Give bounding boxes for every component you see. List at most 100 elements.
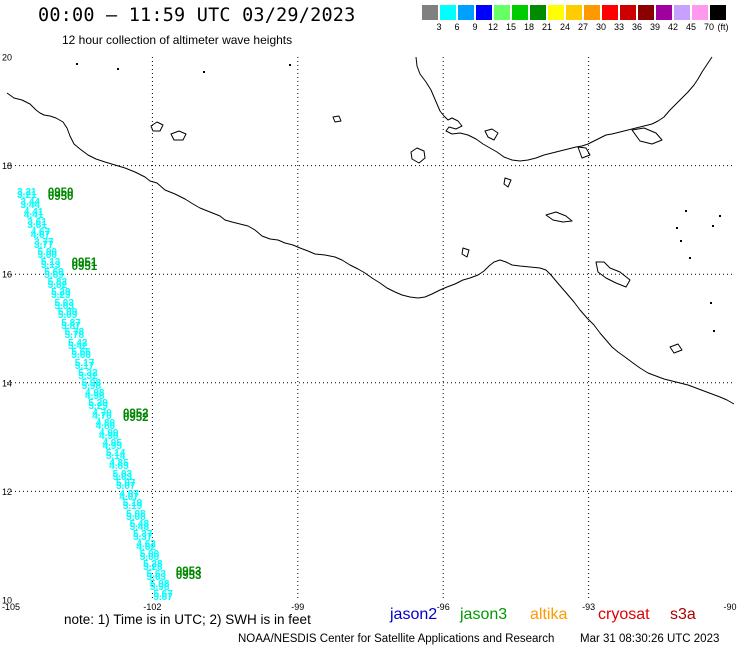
color-scale-label: 30 bbox=[595, 22, 607, 32]
swh-value-label: 5.48 bbox=[129, 518, 150, 530]
swh-value-label: 5.28 bbox=[143, 558, 163, 570]
satellite-jason3-label: jason3 bbox=[460, 606, 508, 623]
color-scale-box bbox=[638, 5, 654, 20]
color-scale-unit: (ft) bbox=[717, 22, 729, 32]
swh-value-label: 5.87 bbox=[61, 317, 81, 329]
longitude-tick-label: -93 bbox=[582, 602, 595, 612]
color-scale-box bbox=[530, 5, 546, 20]
lake-outline bbox=[461, 247, 470, 258]
island-outline bbox=[410, 147, 426, 164]
swh-value-label: 4.85 bbox=[109, 458, 129, 470]
graticule-grid bbox=[7, 57, 734, 600]
latitude-tick-label: 18 bbox=[2, 161, 12, 171]
color-scale-label: 42 bbox=[667, 22, 679, 32]
swh-value-label: 5.17 bbox=[74, 357, 95, 369]
longitude-tick-label: -105 bbox=[2, 602, 20, 612]
lake-outline bbox=[545, 211, 573, 223]
color-scale-box bbox=[440, 5, 456, 20]
lagoon-outline bbox=[577, 146, 591, 159]
swh-value-label: 5.63 bbox=[146, 569, 166, 581]
color-scale-label: 33 bbox=[613, 22, 625, 32]
swh-value-label: 5.98 bbox=[81, 377, 102, 389]
swh-value-label: 5.03 bbox=[112, 468, 133, 480]
swh-value-label: 3.44 bbox=[20, 197, 40, 209]
lagoon-outline bbox=[484, 128, 499, 141]
map-title: 00:00 – 11:59 UTC 03/29/2023 bbox=[38, 5, 356, 26]
swh-value-label: 5.67 bbox=[153, 589, 173, 601]
swh-value-label: 5.66 bbox=[71, 347, 91, 359]
swh-value-label: 5.03 bbox=[54, 297, 74, 309]
wave-height-color-scale: 3 6 9 12 15 18 21 24 27 30 33 36 39 42 45 70 (ft) bbox=[0, 0, 740, 40]
swh-value-label: 5.19 bbox=[122, 498, 143, 510]
color-scale-box bbox=[476, 5, 492, 20]
lake-outline bbox=[503, 177, 512, 188]
latitude-tick-labels: 20 18 16 14 12 10 bbox=[2, 53, 12, 606]
swh-value-label: 5.00 bbox=[37, 247, 57, 259]
coastlines bbox=[6, 56, 735, 405]
coastal-specks bbox=[76, 63, 721, 332]
color-scale-label: 12 bbox=[487, 22, 499, 32]
color-scale-box bbox=[674, 5, 690, 20]
color-scale-label: 36 bbox=[631, 22, 643, 32]
color-scale-box bbox=[566, 5, 582, 20]
color-scale-box bbox=[512, 5, 528, 20]
swh-value-label: 4.70 bbox=[92, 408, 112, 420]
satellite-cryosat-label: cryosat bbox=[598, 606, 650, 623]
swh-value-label: 5.37 bbox=[132, 528, 153, 540]
color-scale-label: 70 bbox=[703, 22, 715, 32]
latitude-tick-label: 14 bbox=[2, 378, 12, 388]
latitude-tick-label: 20 bbox=[2, 53, 12, 63]
color-scale-label: 24 bbox=[559, 22, 571, 32]
gulf-coastline bbox=[415, 56, 713, 162]
swh-value-label: 5.07 bbox=[116, 478, 136, 490]
color-scale-box bbox=[494, 5, 510, 20]
color-scale-label: 9 bbox=[472, 22, 478, 32]
color-scale-label: 21 bbox=[541, 22, 553, 32]
color-scale-label: 39 bbox=[649, 22, 661, 32]
legend-note: note: 1) Time is in UTC; 2) SWH is in fe… bbox=[64, 612, 311, 627]
map-subtitle: 12 hour collection of altimeter wave hei… bbox=[62, 33, 293, 47]
color-scale-box bbox=[548, 5, 564, 20]
satellite-altika-label: altika bbox=[530, 606, 568, 623]
swh-value-label: 5.14 bbox=[105, 448, 126, 460]
color-scale-box bbox=[422, 5, 438, 20]
color-scale-label: 27 bbox=[577, 22, 589, 32]
color-scale-box bbox=[458, 5, 474, 20]
color-scale-box bbox=[710, 5, 726, 20]
swh-value-label: 5.08 bbox=[126, 508, 146, 520]
longitude-tick-label: -99 bbox=[291, 602, 304, 612]
swh-value-label: 5.29 bbox=[88, 397, 108, 409]
swh-value-label: 4.67 bbox=[30, 226, 51, 238]
color-scale-box bbox=[620, 5, 636, 20]
longitude-tick-labels: -105 -102 -99 -96 -93 -90 bbox=[2, 602, 737, 612]
swh-value-label: 4.80 bbox=[95, 418, 116, 430]
color-scale-label: 6 bbox=[454, 22, 460, 32]
swh-value-label: 3.77 bbox=[34, 237, 54, 249]
swh-value-label: 4.62 bbox=[136, 538, 156, 550]
color-scale-label: 45 bbox=[685, 22, 697, 32]
swh-value-label: 5.98 bbox=[149, 578, 170, 590]
color-scale-label: 3 bbox=[436, 22, 442, 32]
swh-value-label: 4.90 bbox=[99, 428, 119, 440]
latitude-tick-label: 12 bbox=[2, 487, 12, 497]
longitude-tick-label: -90 bbox=[723, 602, 736, 612]
color-scale-label: 15 bbox=[505, 22, 517, 32]
satellite-jason2-label: jason2 bbox=[390, 606, 438, 623]
satellite-s3a-label: s3a bbox=[670, 606, 696, 623]
pacific-coastline bbox=[6, 92, 735, 405]
color-scale-label: 18 bbox=[523, 22, 535, 32]
swh-value-label: 5.13 bbox=[40, 257, 61, 269]
swh-value-label: 5.82 bbox=[47, 277, 68, 289]
swh-value-label: 4.41 bbox=[23, 206, 44, 218]
lagoon-outline bbox=[595, 261, 631, 288]
color-scale-box bbox=[584, 5, 600, 20]
swh-value-label: 4.98 bbox=[84, 388, 105, 400]
color-scale-box bbox=[602, 5, 618, 20]
swh-value-label: 3.21 bbox=[17, 186, 37, 198]
swh-value-label: 5.32 bbox=[78, 367, 98, 379]
lake-outline bbox=[332, 115, 342, 123]
swh-value-label: 5.09 bbox=[57, 307, 78, 319]
latitude-tick-label: 16 bbox=[2, 270, 12, 280]
